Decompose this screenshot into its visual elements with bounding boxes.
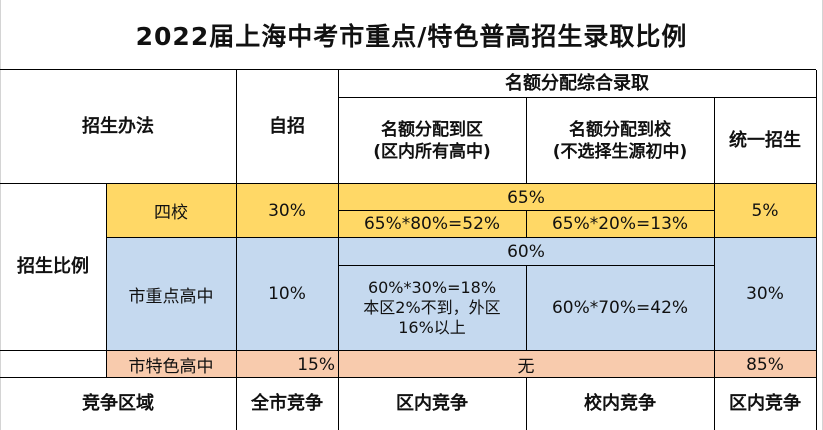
table-border [0,183,816,184]
quota-school-header: 名额分配到校 (不选择生源初中) [552,120,688,162]
table-border [106,237,816,238]
table-border [338,210,714,211]
city-key-self: 10% [268,284,306,304]
four-schools-quota-total: 65% [507,187,545,208]
quota-district-header: 名额分配到区 (区内所有高中) [373,120,491,162]
ratio-label: 招生比例 [17,256,89,277]
four-schools-quota-district: 65%*80%=52% [363,214,501,234]
unified-header: 统一招生 [729,130,801,151]
table-border [526,378,527,430]
city-key-quota-total: 60% [507,242,545,262]
table-border [338,70,339,430]
quota-group-header: 名额分配综合录取 [505,73,649,94]
city-key-fill [106,238,816,350]
footer-area-label: 竞争区域 [82,393,154,414]
city-key-unified: 30% [746,284,784,304]
table-border [526,266,527,350]
page-title: 2022届上海中考市重点/特色普高招生录取比例 [135,22,688,51]
table-border [236,70,237,430]
table-border [0,377,816,378]
city-special-quota: 无 [517,357,535,377]
footer-unified: 区内竞争 [729,393,801,414]
city-special-fill [106,351,816,378]
table-border [338,97,816,98]
table-border [0,350,816,351]
footer-district: 区内竞争 [396,393,468,414]
table-border [816,70,817,430]
city-special-unified: 85% [746,354,784,375]
city-special-self: 15% [297,354,335,375]
table-border [714,98,715,430]
footer-school: 校内竞争 [584,393,656,414]
method-label: 招生办法 [82,116,154,137]
city-key-quota-district: 60%*30%=18% 本区2%不到，外区 16%以上 [363,278,501,337]
city-key-label: 市重点高中 [128,286,214,307]
gridline [0,0,1,430]
table-border [0,69,816,70]
four-schools-self: 30% [268,200,306,221]
four-schools-label: 四校 [154,203,188,223]
table-border [526,98,527,184]
self-recruit-header: 自招 [269,116,305,137]
table-border [526,211,527,237]
table-border [106,184,107,378]
table-border [338,265,714,266]
four-schools-unified: 5% [751,200,779,221]
four-schools-unified-fill [714,184,816,237]
four-schools-quota-school: 65%*20%=13% [551,214,689,234]
footer-self: 全市竞争 [251,393,323,414]
city-key-quota-school: 60%*70%=42% [551,298,689,318]
city-special-label: 市特色高中 [128,357,214,377]
